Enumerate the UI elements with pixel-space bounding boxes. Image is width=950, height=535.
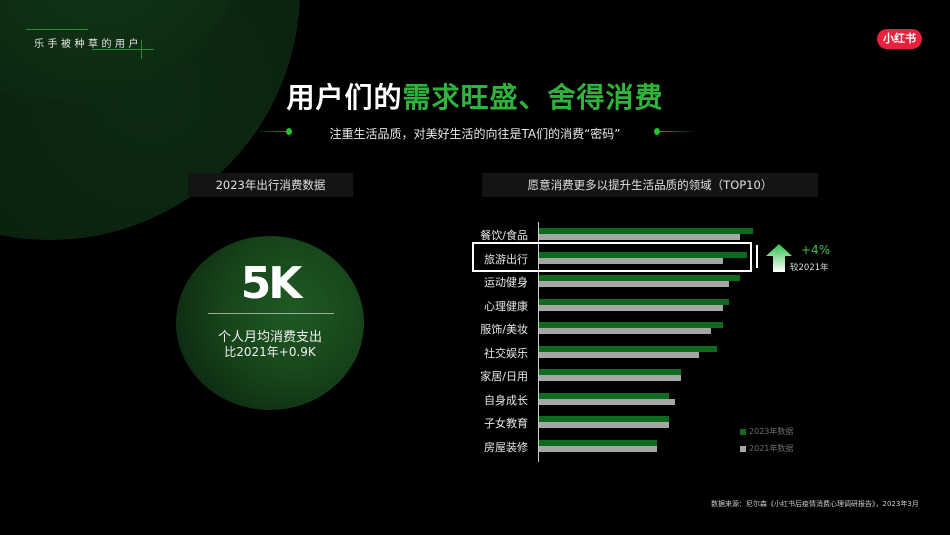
stat-divider: [208, 313, 334, 314]
legend-item-2021: 2021年数据: [740, 443, 793, 454]
bar-2021: [539, 328, 711, 334]
category-label: 子女教育: [484, 417, 528, 430]
category-label: 社交娱乐: [484, 346, 528, 360]
category-label: 心理健康: [484, 299, 528, 313]
bar-2023: [539, 275, 740, 281]
bar-2021: [539, 351, 699, 358]
decor-line: [660, 131, 696, 132]
page-title: 用户们的需求旺盛、舍得消费: [0, 76, 950, 116]
right-panel-heading: 愿意消费更多以提升生活品质的领域（TOP10）: [482, 173, 818, 197]
category-label: 餐饮/食品: [480, 229, 528, 242]
delta-note: 较2021年: [790, 263, 829, 273]
up-arrow-icon: [766, 244, 792, 272]
bar-2023: [539, 439, 657, 446]
bar-2021: [539, 445, 657, 452]
stat-caption: 个人月均消费支出: [217, 330, 322, 345]
highlight-bracket: [756, 245, 758, 268]
category-label: 服饰/美妆: [480, 323, 528, 336]
page-subtitle: 注重生活品质，对美好生活的向往是TA们的消费“密码”: [329, 127, 621, 141]
legend-swatch-2023: [740, 428, 746, 435]
decor-dot: [286, 128, 292, 135]
section-label: 乐手被种草的用户: [34, 39, 142, 50]
stat-value: 5K: [240, 258, 303, 309]
bar-2021: [539, 281, 729, 287]
brand-badge: 小红书: [877, 29, 922, 49]
left-panel-heading: 2023年出行消费数据: [188, 173, 353, 197]
bar-2021: [539, 234, 740, 240]
bar-2021: [539, 422, 669, 428]
bar-2023: [539, 345, 717, 352]
bar-2023: [539, 392, 669, 399]
bar-2021: [539, 257, 723, 264]
category-label: 房屋装修: [484, 440, 528, 454]
highlight-box: [472, 242, 752, 272]
legend-label: 2023年数据: [749, 427, 794, 436]
legend-item-2023: 2023年数据: [740, 426, 793, 437]
chart-axis: [538, 222, 539, 462]
decor-dot: [654, 128, 660, 135]
title-white: 用户们的: [286, 81, 403, 114]
decor-cross: [141, 40, 142, 59]
data-source: 数据来源：尼尔森《小红书后疫情消费心理调研报告》，2023年3月: [711, 500, 919, 508]
stat-compare: 比2021年+0.9K: [224, 345, 316, 359]
bar-2023: [539, 322, 723, 328]
bar-2023: [539, 416, 669, 422]
decor-line: [92, 49, 154, 50]
category-label: 自身成长: [484, 393, 528, 407]
bar-2021: [539, 398, 675, 405]
title-highlight: 需求旺盛、舍得消费: [402, 81, 664, 114]
stat-circle: [176, 236, 364, 410]
delta-value: +4%: [801, 243, 831, 257]
category-label: 运动健身: [484, 276, 528, 289]
bar-2021: [539, 375, 681, 381]
bar-2023: [539, 251, 747, 258]
legend-label: 2021年数据: [749, 444, 794, 453]
bar-2023: [539, 298, 729, 305]
legend-swatch-2021: [740, 445, 746, 452]
bar-2023: [539, 228, 753, 234]
category-label: 家居/日用: [480, 370, 528, 383]
bar-2021: [539, 304, 723, 311]
bar-2023: [539, 369, 681, 375]
category-label: 旅游出行: [484, 252, 528, 266]
decor-line: [252, 131, 288, 132]
decor-line: [26, 29, 88, 30]
